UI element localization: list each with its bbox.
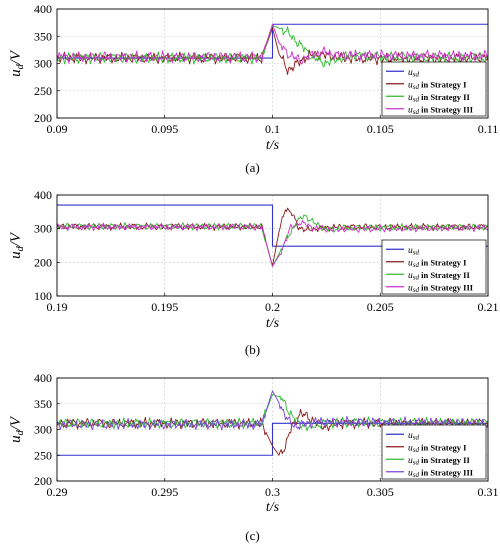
- legend-entry-2: usd in Strategy I: [408, 79, 467, 91]
- y-tick-label: 200: [34, 255, 52, 269]
- legend-entry-1: usd: [408, 431, 419, 442]
- y-axis-label: ud/V: [8, 49, 26, 77]
- x-axis-label: t/s: [266, 500, 280, 515]
- x-tick-label: 0.295: [151, 485, 178, 499]
- panel-caption: (b): [245, 342, 260, 357]
- y-tick-label: 350: [34, 397, 52, 411]
- x-tick-label: 0.305: [367, 485, 394, 499]
- chart-panel-2: 0.19 0.195 0.2 0.205 0.21 100 200 300 400 ud/V t/s…: [8, 188, 499, 357]
- y-tick-label: 200: [34, 111, 52, 125]
- plot-area: [57, 23, 488, 75]
- legend-entry-1: usd: [408, 68, 419, 79]
- legend-entry-3: usd in Strategy II: [408, 455, 470, 467]
- legend-entry-4: usd in Strategy III: [408, 467, 474, 479]
- plot-area: [57, 390, 488, 456]
- chart-panel-1: 0.09 0.095 0.1 0.105 0.11 200 250 300 350 400 ud/V…: [8, 2, 498, 175]
- panel-caption: (c): [245, 528, 259, 543]
- legend-entry-4: usd in Strategy III: [408, 282, 474, 294]
- plot-area: [57, 204, 488, 267]
- y-axis-label: ud/V: [8, 231, 26, 259]
- y-tick-label: 250: [34, 84, 52, 98]
- series-line-4: [57, 23, 488, 65]
- y-tick-label: 350: [34, 29, 52, 43]
- series-line-4: [57, 390, 488, 431]
- legend-entry-2: usd in Strategy I: [408, 257, 467, 269]
- y-tick-label: 400: [34, 2, 52, 16]
- x-axis-label: t/s: [266, 138, 280, 153]
- legend-entry-1: usd: [408, 246, 419, 257]
- x-tick-label: 0.29: [47, 485, 68, 499]
- x-tick-label: 0.11: [478, 122, 499, 136]
- x-tick-label: 0.31: [478, 485, 499, 499]
- legend-entry-3: usd in Strategy II: [408, 270, 470, 282]
- x-tick-label: 0.205: [367, 300, 394, 314]
- x-tick-label: 0.09: [47, 122, 68, 136]
- x-tick-label: 0.19: [47, 300, 68, 314]
- x-tick-label: 0.3: [265, 485, 280, 499]
- x-tick-label: 0.2: [265, 300, 280, 314]
- x-tick-label: 0.1: [265, 122, 280, 136]
- y-tick-label: 300: [34, 423, 52, 437]
- legend-entry-2: usd in Strategy I: [408, 442, 467, 454]
- legend-entry-3: usd in Strategy II: [408, 92, 470, 104]
- y-axis-label: ud/V: [8, 415, 26, 443]
- y-tick-label: 250: [34, 448, 52, 462]
- y-tick-label: 400: [34, 188, 52, 202]
- x-tick-label: 0.095: [151, 122, 178, 136]
- series-line-1: [57, 204, 488, 247]
- panel-caption: (a): [245, 160, 259, 175]
- x-tick-label: 0.21: [478, 300, 499, 314]
- x-tick-label: 0.105: [367, 122, 394, 136]
- y-tick-label: 100: [34, 289, 52, 303]
- y-tick-label: 400: [34, 371, 52, 385]
- x-axis-label: t/s: [266, 316, 280, 331]
- y-tick-label: 200: [34, 474, 52, 488]
- series-line-4: [57, 220, 488, 267]
- y-tick-label: 300: [34, 222, 52, 236]
- legend-entry-4: usd in Strategy III: [408, 104, 474, 116]
- x-tick-label: 0.195: [151, 300, 178, 314]
- y-tick-label: 300: [34, 57, 52, 71]
- chart-panel-3: 0.29 0.295 0.3 0.305 0.31 200 250 300 350 400 ud/V…: [8, 371, 499, 543]
